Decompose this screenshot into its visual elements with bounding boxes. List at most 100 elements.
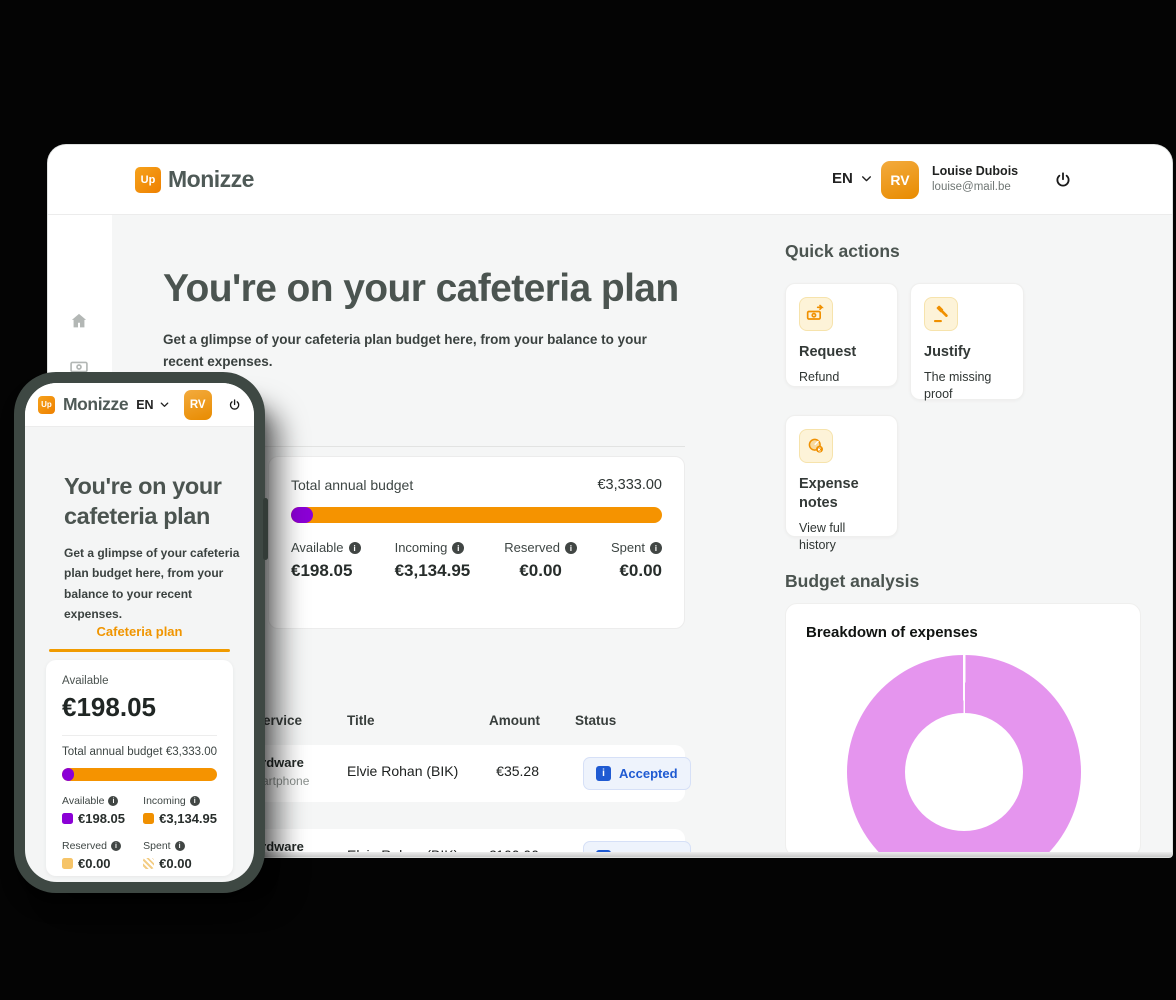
quick-action-justify[interactable]: Justify The missing proof bbox=[910, 283, 1024, 401]
user-name: Louise Dubois bbox=[932, 164, 1019, 178]
quick-action-expense-notes[interactable]: € Expense notes View full history bbox=[785, 415, 898, 552]
coins-icon: € bbox=[808, 438, 823, 453]
stat-value: €198.05 bbox=[291, 561, 353, 580]
available-segment bbox=[62, 768, 75, 781]
logout-button[interactable] bbox=[1054, 171, 1072, 189]
quick-action-subtitle: View full history bbox=[799, 520, 846, 553]
up-logo-icon: Up bbox=[38, 395, 55, 414]
quick-action-title: Justify bbox=[924, 344, 971, 360]
legend-item: Reserved i €0.00 bbox=[62, 840, 135, 871]
budget-label: Total annual budget bbox=[291, 477, 414, 493]
power-icon bbox=[1056, 172, 1070, 187]
language-selector[interactable]: EN bbox=[832, 170, 873, 187]
swatch-spent bbox=[143, 858, 155, 869]
quick-action-request-refund[interactable]: Request Refund bbox=[785, 283, 898, 387]
language-selector[interactable]: EN bbox=[136, 398, 169, 412]
chevron-down-icon bbox=[160, 402, 168, 407]
available-segment bbox=[291, 507, 314, 523]
expenses-donut-chart bbox=[847, 655, 1081, 856]
swatch-available bbox=[62, 813, 73, 824]
language-label: EN bbox=[832, 170, 853, 187]
stat-label: Reserved bbox=[504, 540, 560, 555]
phone-side-button bbox=[263, 498, 268, 560]
tab-cafeteria-plan[interactable]: Cafeteria plan bbox=[96, 624, 183, 639]
brand-name: Monizze bbox=[62, 394, 129, 414]
window-bottom-edge bbox=[48, 852, 1172, 857]
avatar[interactable]: RV bbox=[183, 389, 212, 420]
quick-action-subtitle: The missing proof bbox=[924, 369, 992, 402]
banknote-icon[interactable] bbox=[69, 357, 89, 377]
refund-icon bbox=[806, 304, 824, 320]
home-icon[interactable] bbox=[69, 311, 89, 331]
quick-action-title: Expense notes bbox=[799, 476, 859, 511]
user-email: louise@mail.be bbox=[932, 180, 1011, 193]
budget-card: Total annual budget €3,333.00 Available i… bbox=[268, 456, 685, 629]
budget-total: €3,333.00 bbox=[597, 477, 662, 493]
col-header-title: Title bbox=[347, 713, 375, 728]
phone-budget-card: Available €198.05 Total annual budget €3… bbox=[46, 660, 233, 876]
avatar[interactable]: RV bbox=[881, 161, 919, 199]
gavel-icon bbox=[933, 305, 948, 322]
icon-tile bbox=[924, 297, 958, 331]
stat-value: €0.00 bbox=[519, 561, 562, 580]
language-label: EN bbox=[136, 397, 154, 412]
col-header-status: Status bbox=[575, 713, 617, 728]
budget-progress-bar bbox=[291, 507, 662, 523]
legend-value: €3,134.95 bbox=[159, 811, 217, 826]
info-icon[interactable]: i bbox=[110, 841, 121, 851]
divider bbox=[62, 735, 217, 736]
quick-action-subtitle: Refund bbox=[799, 369, 840, 384]
budget-analysis-card: Breakdown of expenses bbox=[785, 603, 1141, 857]
page-subtitle: Get a glimpse of your cafeteria plan bud… bbox=[163, 332, 647, 369]
phone-top-bar: Up Monizze EN RV bbox=[25, 383, 254, 427]
stat-label: Available bbox=[291, 540, 344, 555]
desktop-window: Up Monizze EN RV Louise Dubois louise@ma… bbox=[48, 145, 1172, 857]
info-icon[interactable]: i bbox=[452, 541, 465, 554]
chevron-down-icon bbox=[861, 176, 871, 182]
page-title: You're on your cafeteria plan bbox=[163, 267, 679, 310]
phone-page-title: You're on your cafeteria plan bbox=[64, 473, 222, 529]
quick-action-title: Request bbox=[799, 344, 857, 360]
info-icon[interactable]: i bbox=[189, 796, 200, 806]
budget-analysis-title: Budget analysis bbox=[785, 571, 920, 591]
status-text: Accepted bbox=[619, 766, 678, 781]
legend-value: €0.00 bbox=[78, 856, 111, 871]
chart-title: Breakdown of expenses bbox=[806, 624, 978, 641]
stat-label: Spent bbox=[611, 540, 645, 555]
budget-label: Total annual budget bbox=[62, 746, 163, 758]
amount-cell: €35.28 bbox=[496, 763, 539, 779]
col-header-service: Service bbox=[254, 713, 303, 728]
info-icon[interactable]: i bbox=[348, 541, 361, 554]
stat-label: Incoming bbox=[394, 540, 448, 555]
budget-progress-bar bbox=[62, 768, 217, 781]
legend-value: €198.05 bbox=[78, 811, 125, 826]
legend-label: Incoming bbox=[143, 795, 186, 807]
donut-hole bbox=[905, 713, 1023, 831]
col-header-amount: Amount bbox=[489, 713, 540, 728]
status-badge[interactable]: i Accepted bbox=[583, 757, 691, 790]
info-icon: i bbox=[596, 766, 611, 781]
legend-label: Spent bbox=[143, 840, 171, 852]
info-icon[interactable]: i bbox=[649, 541, 662, 554]
budget-total: €3,333.00 bbox=[165, 746, 217, 758]
legend-item: Available i €198.05 bbox=[62, 795, 135, 826]
phone-page-subtitle: Get a glimpse of your cafeteria plan bud… bbox=[64, 546, 240, 622]
icon-tile: € bbox=[799, 429, 833, 463]
legend-label: Available bbox=[62, 795, 105, 807]
phone-mockup: Up Monizze EN RV You're on your cafeteri… bbox=[14, 372, 268, 893]
monizze-logo[interactable]: Up Monizze bbox=[135, 166, 254, 193]
power-icon[interactable] bbox=[228, 398, 241, 412]
info-icon[interactable]: i bbox=[174, 841, 185, 851]
legend-item: Spent i €0.00 bbox=[143, 840, 217, 871]
info-icon[interactable]: i bbox=[108, 796, 119, 806]
legend-value: €0.00 bbox=[159, 856, 192, 871]
up-logo-icon: Up bbox=[135, 166, 161, 193]
available-label: Available bbox=[62, 675, 109, 687]
info-icon[interactable]: i bbox=[564, 541, 577, 554]
swatch-reserved bbox=[62, 858, 73, 869]
legend-item: Incoming i €3,134.95 bbox=[143, 795, 217, 826]
title-cell: Elvie Rohan (BIK) bbox=[347, 763, 459, 779]
svg-text:€: € bbox=[818, 447, 822, 453]
phone-screen: Up Monizze EN RV You're on your cafeteri… bbox=[25, 383, 254, 882]
